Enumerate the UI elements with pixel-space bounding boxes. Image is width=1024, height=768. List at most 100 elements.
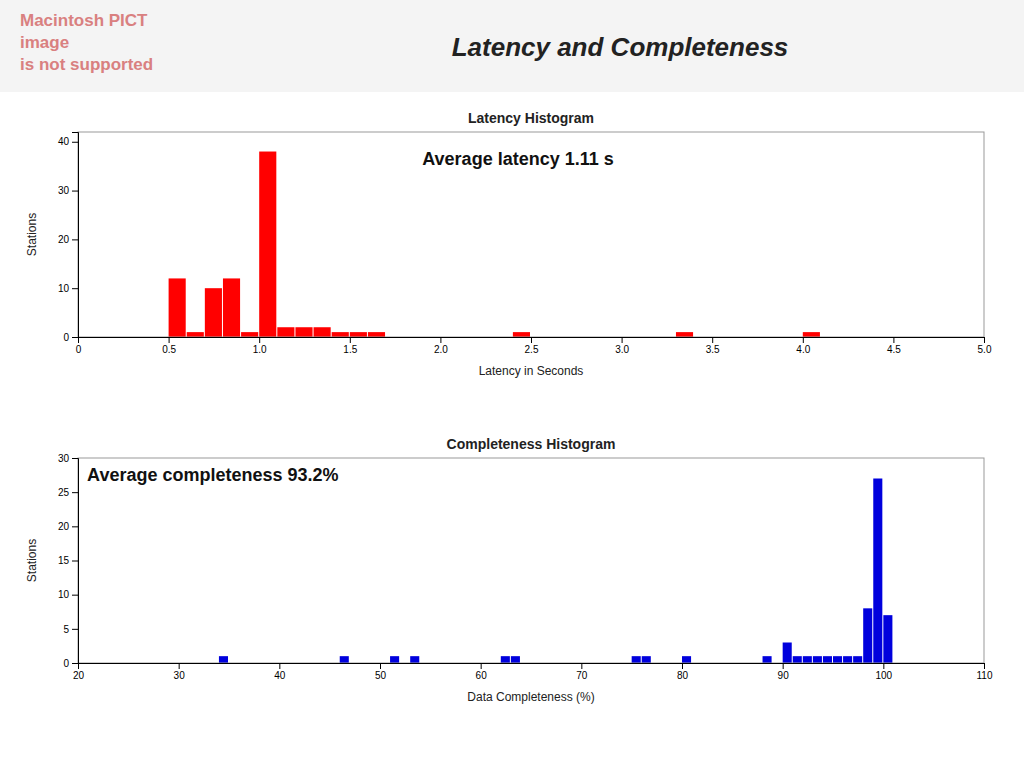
- tick: 100: [875, 663, 892, 681]
- tick-label: 40: [274, 670, 286, 681]
- bar: [277, 327, 294, 337]
- tick: 10: [58, 589, 78, 600]
- bar: [390, 656, 399, 663]
- annotation: Average latency 1.11 s: [422, 149, 613, 169]
- bar: [793, 656, 802, 663]
- x-axis-title: Latency in Seconds: [479, 364, 584, 378]
- tick: 40: [274, 663, 286, 681]
- tick-mark: [682, 663, 683, 669]
- tick-mark: [72, 561, 78, 562]
- tick-label: 1.5: [343, 344, 357, 355]
- tick-mark: [380, 663, 381, 669]
- tick: 0: [76, 337, 82, 355]
- tick-label: 110: [977, 670, 993, 681]
- tick-label: 5: [63, 624, 69, 635]
- tick: 2.5: [525, 337, 539, 355]
- tick-mark: [279, 663, 280, 669]
- bar: [853, 656, 862, 663]
- tick-label: 70: [576, 670, 588, 681]
- tick-label: 10: [58, 589, 70, 600]
- bar: [676, 332, 693, 337]
- tick: 5.0: [978, 337, 992, 355]
- tick-label: 0.5: [162, 344, 176, 355]
- bar: [763, 656, 772, 663]
- tick-mark: [72, 458, 78, 459]
- tick: 3.5: [706, 337, 720, 355]
- tick: 1.5: [343, 337, 357, 355]
- tick-label: 30: [174, 670, 186, 681]
- x-axis: 20 30 40 50 60 70 80 90 100 110: [73, 663, 993, 681]
- header-annotation: Macintosh PICT: [20, 11, 148, 30]
- x-axis: 00.51.01.52.02.53.03.54.04.55.0: [76, 337, 992, 355]
- tick-label: 40: [58, 136, 70, 147]
- annotation: Average completeness 93.2%: [87, 465, 338, 485]
- axis-line: [72, 133, 79, 338]
- bar: [410, 656, 419, 663]
- tick: 15: [58, 555, 78, 566]
- tick-label: 0: [63, 332, 69, 343]
- tick-label: 50: [375, 670, 387, 681]
- tick: 10: [58, 283, 78, 294]
- plot-frame: [78, 132, 984, 337]
- chart-root: Macintosh PICT image is not supported Laten…: [0, 0, 1024, 768]
- y-axis: 0 10 20 30 40: [58, 133, 79, 343]
- tick: 20: [58, 521, 78, 532]
- chart-title: Latency Histogram: [468, 110, 594, 126]
- bar: [783, 643, 792, 664]
- bar: [314, 327, 331, 337]
- bar: [511, 656, 520, 663]
- tick: 20: [73, 663, 85, 681]
- bar: [350, 332, 367, 337]
- bar: [863, 608, 872, 663]
- tick: 0: [63, 658, 78, 669]
- tick-mark: [72, 663, 78, 664]
- bar: [259, 152, 276, 337]
- tick-mark: [581, 663, 582, 669]
- bar: [187, 332, 204, 337]
- bar: [833, 656, 842, 663]
- tick-mark: [72, 526, 78, 527]
- axis-line: [79, 338, 985, 344]
- bar: [223, 278, 240, 337]
- tick: 70: [576, 663, 588, 681]
- tick-mark: [803, 337, 804, 343]
- bar: [501, 656, 510, 663]
- tick-label: 80: [677, 670, 689, 681]
- tick: 20: [58, 234, 78, 245]
- bar: [883, 615, 892, 663]
- header-annotation: image: [20, 33, 69, 52]
- tick: 50: [375, 663, 387, 681]
- tick: 1.0: [253, 337, 267, 355]
- tick: 2.0: [434, 337, 448, 355]
- bar: [873, 479, 882, 664]
- header-annotation: is not supported: [20, 55, 153, 74]
- tick: 90: [778, 663, 790, 681]
- bar: [295, 327, 312, 337]
- chart-title: Completeness Histogram: [447, 436, 616, 452]
- tick-label: 2.0: [434, 344, 448, 355]
- tick-label: 60: [476, 670, 488, 681]
- bars: [169, 152, 820, 337]
- tick-label: 30: [58, 185, 70, 196]
- tick-label: 5.0: [978, 344, 992, 355]
- tick-label: 4.0: [796, 344, 810, 355]
- tick-mark: [72, 191, 78, 192]
- axis-line: [72, 459, 79, 664]
- bar: [803, 656, 812, 663]
- tick-label: 10: [58, 283, 70, 294]
- tick: 5: [63, 624, 78, 635]
- tick-mark: [72, 629, 78, 630]
- y-axis-title: Stations: [25, 213, 39, 256]
- tick-mark: [622, 337, 623, 343]
- tick: 60: [476, 663, 488, 681]
- chart: 2030405060708090100110051015202530Comple…: [25, 436, 993, 704]
- axis-line: [79, 664, 985, 670]
- bar: [219, 656, 228, 663]
- bar: [813, 656, 822, 663]
- chart: 00.51.01.52.02.53.03.54.04.55.0010203040…: [25, 110, 992, 378]
- tick-mark: [350, 337, 351, 343]
- y-axis-title: Stations: [25, 539, 39, 582]
- tick-mark: [169, 337, 170, 343]
- bar: [205, 288, 222, 337]
- y-axis: 051015202530: [58, 453, 79, 669]
